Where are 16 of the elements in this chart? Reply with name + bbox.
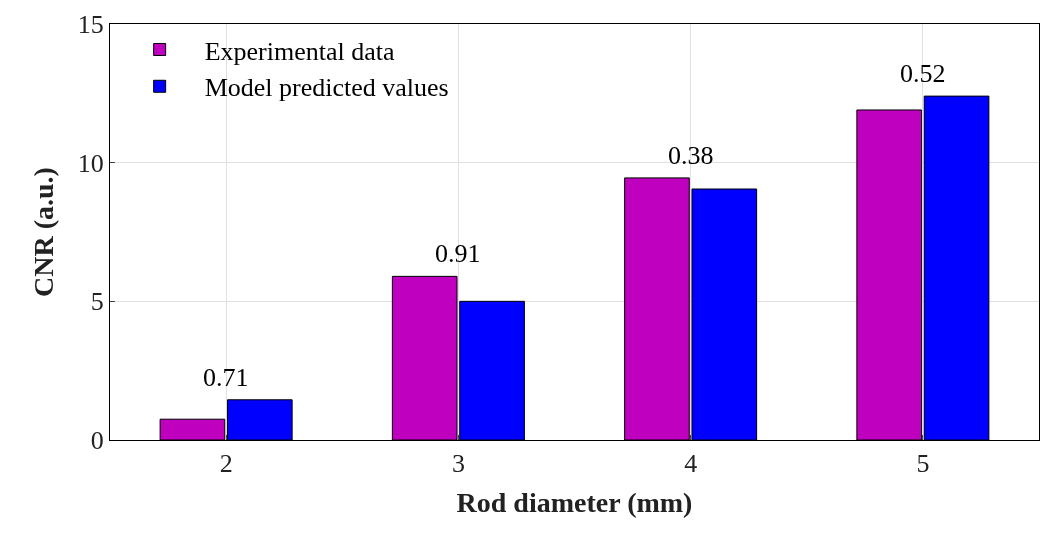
y-tick-label: 15 (77, 10, 104, 40)
x-axis-title: Rod diameter (mm) (456, 487, 693, 519)
x-tick-label: 3 (451, 449, 465, 479)
x-tick-label: 5 (916, 449, 930, 479)
x-tick-label: 4 (684, 449, 698, 479)
annotation: 0.91 (435, 239, 481, 268)
annotation: 0.71 (203, 363, 249, 392)
annotation: 0.38 (668, 141, 714, 170)
x-tick-label: 2 (219, 449, 233, 479)
legend-label: Experimental data (204, 36, 395, 66)
y-tick-label: 5 (90, 287, 104, 317)
y-axis-title: CNR (a.u.) (28, 167, 60, 297)
y-tick-label: 10 (77, 148, 104, 178)
y-tick-label: 0 (90, 426, 104, 456)
legend-label: Model predicted values (204, 73, 449, 103)
annotation: 0.52 (900, 59, 946, 88)
